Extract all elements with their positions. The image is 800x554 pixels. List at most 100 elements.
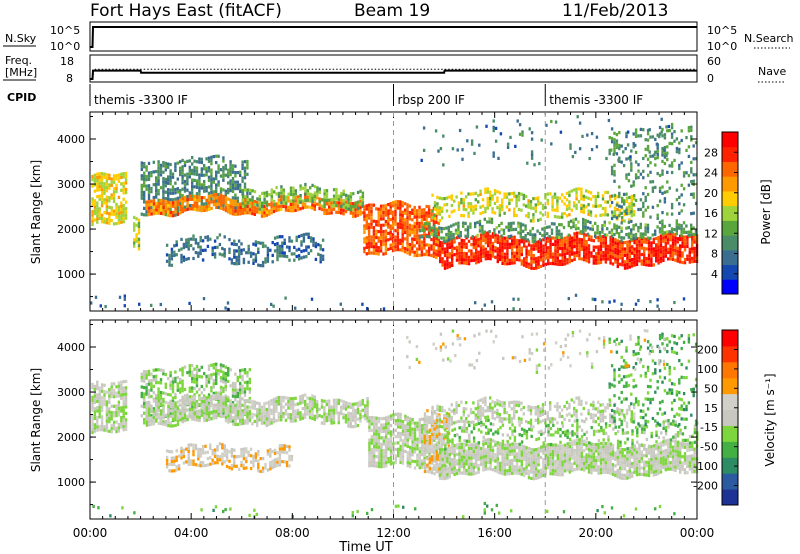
heat-cell [145,413,148,418]
heat-cell [642,232,645,236]
heat-cell [205,202,208,206]
heat-cell [98,216,101,221]
heat-cell [212,416,216,420]
heat-cell [540,138,543,142]
heat-cell [272,410,276,414]
heat-cell [627,220,631,224]
heat-cell [652,263,655,267]
heat-cell [258,418,261,422]
heat-cell [363,218,366,222]
heat-cell [530,253,533,257]
heat-cell [253,202,257,207]
heat-cell [635,256,639,260]
heat-cell [413,234,416,238]
heat-cell [270,208,273,212]
heat-cell [363,208,366,212]
heat-cell [565,191,569,195]
heat-cell [623,250,627,254]
heat-cell [494,139,498,143]
heat-cell [137,221,141,225]
heat-cell [212,413,216,417]
heat-cell [635,243,639,247]
heat-cell [354,214,357,218]
noise-line-0 [90,26,697,48]
heat-cell [246,159,249,164]
heat-cell [489,253,492,258]
heat-cell [196,402,199,406]
heat-cell [556,202,559,206]
heat-cell [108,183,111,187]
heat-cell [200,365,203,369]
heat-cell [198,375,201,379]
heat-cell [215,391,218,395]
heat-cell [197,245,200,249]
heat-cell [145,420,148,424]
heat-cell [634,232,638,237]
heat-cell [664,254,667,258]
heat-cell [438,212,441,216]
heat-cell [658,189,662,194]
heat-cell [232,209,235,213]
heat-cell [150,416,153,420]
heat-cell [583,245,586,249]
heat-cell [248,387,251,391]
heat-cell [147,184,151,188]
heat-cell [399,209,402,214]
heat-cell [205,198,208,202]
heat-cell [591,297,594,301]
heat-cell [332,408,336,412]
heat-cell [96,195,99,199]
heat-cell [479,192,482,196]
heat-cell [642,169,645,173]
heat-cell [658,230,662,234]
heat-cell [157,182,160,186]
heat-cell [403,202,407,206]
heat-cell [284,402,288,406]
heat-cell [210,184,213,188]
heat-cell [568,190,571,194]
heat-cell [691,256,694,260]
heat-cell [630,168,633,172]
heat-cell [224,192,227,196]
heat-cell [551,205,554,209]
heat-cell [662,246,665,250]
heat-cell [302,255,306,259]
heat-cell [625,211,628,215]
heat-cell [669,257,672,261]
heat-cell [191,370,194,374]
heat-cell [415,218,419,222]
heat-cell [195,160,199,164]
heat-cell [219,363,223,367]
heat-cell [498,191,501,195]
heat-cell [626,247,629,251]
heat-cell [152,368,155,372]
heat-cell [122,415,125,419]
heat-cell [162,391,165,395]
heat-cell [586,219,590,224]
heat-cell [160,202,163,206]
heat-cell [117,407,121,411]
heat-cell [486,203,489,207]
heat-cell [188,191,191,195]
heat-cell [411,227,414,231]
heat-cell [632,224,635,228]
heat-cell [499,235,502,239]
heat-cell [160,412,163,416]
heat-cell [143,171,146,175]
heat-cell [124,213,128,217]
heat-cell [164,168,167,172]
heat-cell [690,192,693,196]
heat-cell [646,236,650,240]
heat-cell [167,401,170,405]
heat-cell [595,245,598,249]
heat-cell [625,192,628,196]
heat-cell [212,379,215,383]
heat-cell [169,402,172,406]
heat-cell [614,250,617,255]
heat-cell [527,215,530,219]
heat-cell [100,188,104,192]
heat-cell [694,157,698,161]
heat-cell [666,170,669,174]
heat-cell [176,413,180,417]
heat-cell [507,235,510,239]
